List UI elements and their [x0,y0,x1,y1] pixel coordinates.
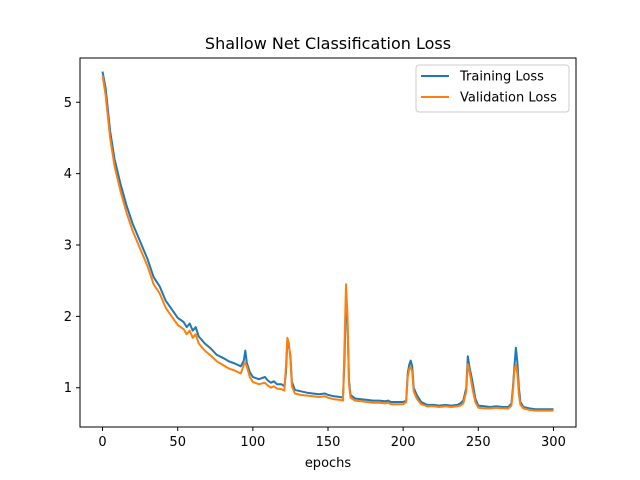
plot-lines [101,71,554,412]
y-tick-label: 4 [64,167,72,182]
chart-title: Shallow Net Classification Loss [205,34,451,53]
legend-label-validation-loss: Validation Loss [460,91,557,106]
series-line-training-loss [101,71,554,411]
y-tick-label: 3 [64,238,72,253]
x-axis-label: epochs [305,456,352,471]
y-tick-label: 5 [64,96,72,111]
x-tick-label: 100 [240,435,265,450]
y-axis-ticks: 1 2 3 4 5 [64,96,80,396]
x-tick-label: 150 [316,435,341,450]
x-tick-label: 250 [466,435,491,450]
y-tick-label: 2 [64,310,72,325]
y-tick-label: 1 [64,381,72,396]
legend: Training Loss Validation Loss [415,64,570,113]
x-tick-label: 200 [391,435,416,450]
legend-box [415,64,570,113]
x-tick-label: 300 [541,435,566,450]
series-line-validation-loss [101,74,554,412]
x-tick-label: 50 [169,435,186,450]
x-axis-ticks: 0 50 100 150 200 250 300 [98,427,566,450]
plot-frame [79,57,577,428]
legend-label-training-loss: Training Loss [459,70,544,85]
x-tick-label: 0 [98,435,106,450]
